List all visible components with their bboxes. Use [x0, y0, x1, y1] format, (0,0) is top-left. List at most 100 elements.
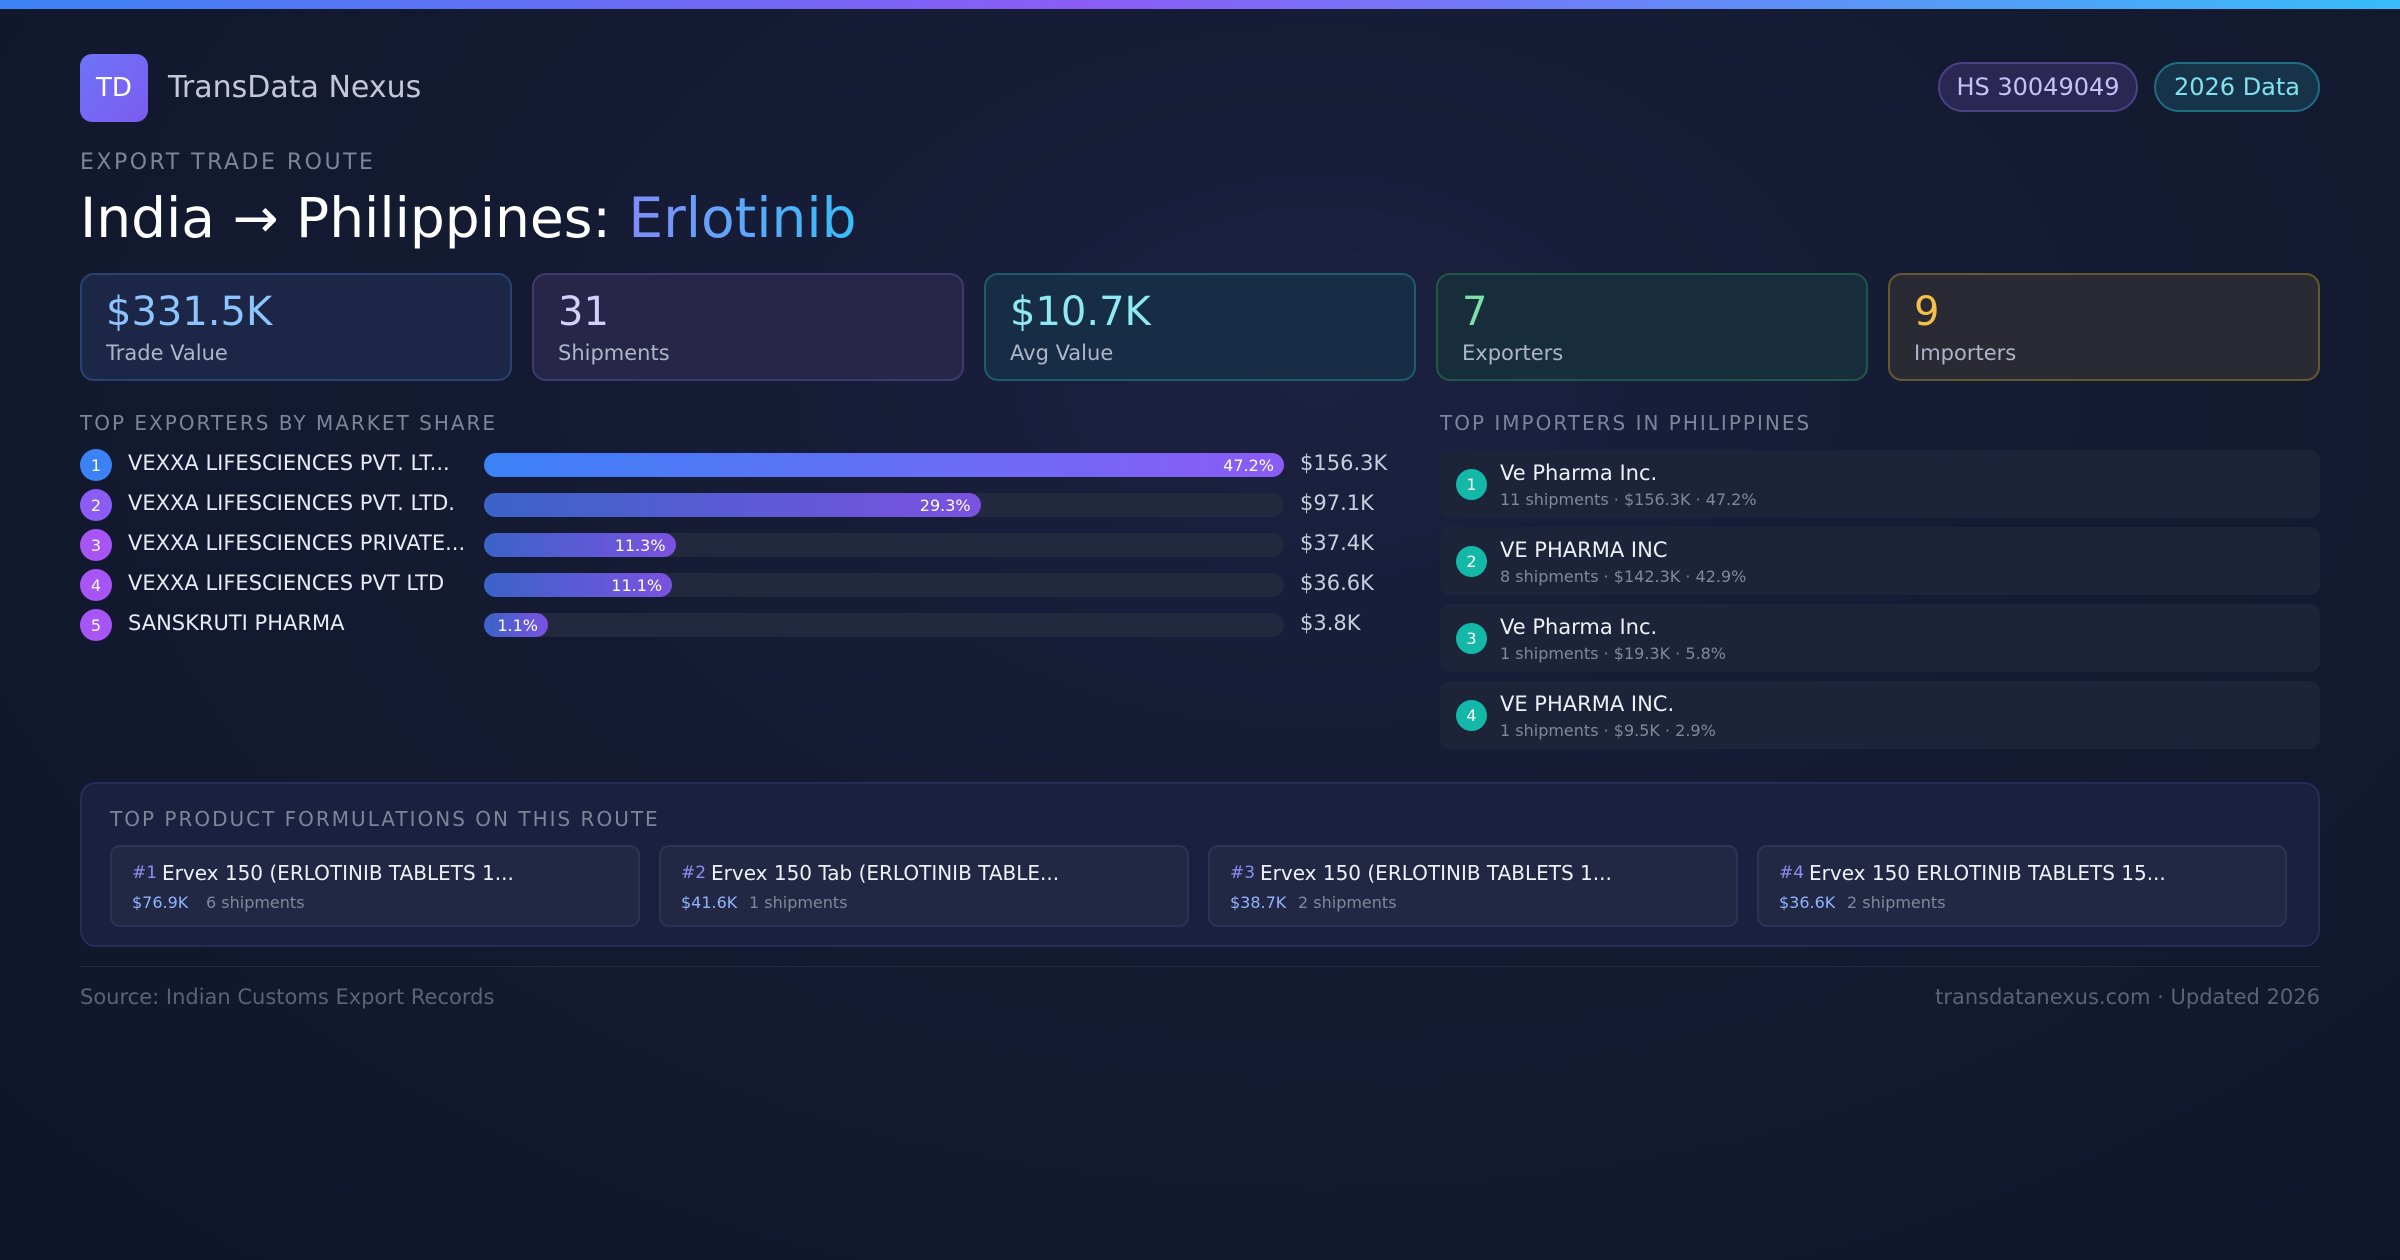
- product-value: $36.6K: [1779, 893, 1836, 912]
- kpi-label: Trade Value: [106, 341, 228, 365]
- importer-card[interactable]: 3 Ve Pharma Inc. 1 shipments · $19.3K · …: [1440, 604, 2320, 672]
- product-card[interactable]: #3 Ervex 150 (ERLOTINIB TABLETS 1... $38…: [1208, 845, 1738, 927]
- share-bar-track: 47.2%: [484, 453, 1284, 477]
- exporter-name: VEXXA LIFESCIENCES PVT. LT...: [128, 451, 450, 475]
- exporters-heading: TOP EXPORTERS BY MARKET SHARE: [80, 411, 498, 435]
- kpi-value: 31: [558, 289, 609, 335]
- product-value: $41.6K: [681, 893, 738, 912]
- data-year-badge: 2026 Data: [2154, 62, 2320, 112]
- rank-badge: 4: [1456, 700, 1487, 731]
- kpi-label: Exporters: [1462, 341, 1564, 365]
- title-route: India → Philippines:: [80, 186, 629, 250]
- importer-meta: 1 shipments · $9.5K · 2.9%: [1500, 721, 1716, 740]
- kpi-value: $331.5K: [106, 289, 273, 335]
- share-percent: 1.1%: [497, 616, 538, 635]
- product-rank: #2: [681, 863, 707, 883]
- kpi-label: Avg Value: [1010, 341, 1114, 365]
- share-percent: 29.3%: [919, 496, 971, 515]
- exporter-value: $3.8K: [1300, 611, 1361, 635]
- kpi-value: 7: [1462, 289, 1488, 335]
- share-bar-track: 11.1%: [484, 573, 1284, 597]
- share-bar-track: 29.3%: [484, 493, 1284, 517]
- route-eyebrow: EXPORT TRADE ROUTE: [80, 150, 376, 175]
- share-bar-fill: 29.3%: [484, 493, 981, 517]
- importers-heading: TOP IMPORTERS IN PHILIPPINES: [1440, 411, 1812, 435]
- kpi-label: Importers: [1914, 341, 2017, 365]
- brand-name: TransData Nexus: [168, 70, 422, 105]
- exporter-value: $37.4K: [1300, 531, 1374, 555]
- product-value: $38.7K: [1230, 893, 1287, 912]
- importer-card[interactable]: 1 Ve Pharma Inc. 11 shipments · $156.3K …: [1440, 450, 2320, 518]
- importer-name: Ve Pharma Inc.: [1500, 615, 1658, 639]
- share-bar-fill: 1.1%: [484, 613, 548, 637]
- kpi-trade-value: $331.5K Trade Value: [80, 273, 512, 381]
- product-name: Ervex 150 ERLOTINIB TABLETS 15...: [1809, 861, 2166, 885]
- exporter-row[interactable]: 3 VEXXA LIFESCIENCES PRIVATE... 11.3% $3…: [80, 529, 1390, 561]
- footer-updated[interactable]: transdatanexus.com · Updated 2026: [1935, 985, 2320, 1009]
- exporter-row[interactable]: 2 VEXXA LIFESCIENCES PVT. LTD. 29.3% $97…: [80, 489, 1390, 521]
- product-rank: #1: [132, 863, 158, 883]
- importer-meta: 11 shipments · $156.3K · 47.2%: [1500, 490, 1757, 509]
- footer-divider: [80, 966, 2320, 967]
- kpi-avg-value: $10.7K Avg Value: [984, 273, 1416, 381]
- exporter-value: $36.6K: [1300, 571, 1374, 595]
- share-percent: 11.1%: [611, 576, 663, 595]
- top-accent-bar: [0, 0, 2400, 9]
- exporter-value: $97.1K: [1300, 491, 1374, 515]
- product-card[interactable]: #4 Ervex 150 ERLOTINIB TABLETS 15... $36…: [1757, 845, 2287, 927]
- product-shipments: 2 shipments: [1847, 893, 1946, 912]
- kpi-label: Shipments: [558, 341, 670, 365]
- brand-logo: TD: [80, 54, 148, 122]
- product-rank: #4: [1779, 863, 1805, 883]
- kpi-value: $10.7K: [1010, 289, 1151, 335]
- product-shipments: 2 shipments: [1298, 893, 1397, 912]
- rank-badge: 4: [80, 569, 112, 601]
- product-name: Ervex 150 Tab (ERLOTINIB TABLE...: [711, 861, 1060, 885]
- rank-badge: 2: [1456, 546, 1487, 577]
- exporter-row[interactable]: 4 VEXXA LIFESCIENCES PVT LTD 11.1% $36.6…: [80, 569, 1390, 601]
- rank-badge: 2: [80, 489, 112, 521]
- importer-name: VE PHARMA INC.: [1500, 692, 1675, 716]
- share-percent: 11.3%: [614, 536, 666, 555]
- rank-badge: 1: [80, 449, 112, 481]
- share-bar-fill: 11.3%: [484, 533, 676, 557]
- exporter-name: VEXXA LIFESCIENCES PVT LTD: [128, 571, 445, 595]
- rank-badge: 3: [80, 529, 112, 561]
- rank-badge: 5: [80, 609, 112, 641]
- title-product: Erlotinib: [628, 186, 857, 250]
- share-bar-track: 1.1%: [484, 613, 1284, 637]
- product-card[interactable]: #2 Ervex 150 Tab (ERLOTINIB TABLE... $41…: [659, 845, 1189, 927]
- product-shipments: 6 shipments: [206, 893, 305, 912]
- product-name: Ervex 150 (ERLOTINIB TABLETS 1...: [162, 861, 514, 885]
- product-card[interactable]: #1 Ervex 150 (ERLOTINIB TABLETS 1... $76…: [110, 845, 640, 927]
- exporter-name: VEXXA LIFESCIENCES PVT. LTD.: [128, 491, 455, 515]
- hs-code-badge: HS 30049049: [1938, 62, 2138, 112]
- exporter-name: SANSKRUTI PHARMA: [128, 611, 345, 635]
- kpi-shipments: 31 Shipments: [532, 273, 964, 381]
- product-shipments: 1 shipments: [749, 893, 848, 912]
- share-bar-fill: 11.1%: [484, 573, 673, 597]
- share-bar-fill: 47.2%: [484, 453, 1284, 477]
- exporter-row[interactable]: 5 SANSKRUTI PHARMA 1.1% $3.8K: [80, 609, 1390, 641]
- rank-badge: 3: [1456, 623, 1487, 654]
- share-percent: 47.2%: [1223, 456, 1274, 475]
- product-value: $76.9K: [132, 893, 189, 912]
- rank-badge: 1: [1456, 469, 1487, 500]
- exporter-value: $156.3K: [1300, 451, 1388, 475]
- kpi-exporters: 7 Exporters: [1436, 273, 1868, 381]
- exporter-row[interactable]: 1 VEXXA LIFESCIENCES PVT. LT... 47.2% $1…: [80, 449, 1390, 481]
- kpi-importers: 9 Importers: [1888, 273, 2320, 381]
- kpi-value: 9: [1914, 289, 1940, 335]
- importer-meta: 8 shipments · $142.3K · 42.9%: [1500, 567, 1747, 586]
- share-bar-track: 11.3%: [484, 533, 1284, 557]
- footer-source: Source: Indian Customs Export Records: [80, 985, 495, 1009]
- importer-card[interactable]: 4 VE PHARMA INC. 1 shipments · $9.5K · 2…: [1440, 681, 2320, 749]
- importer-name: Ve Pharma Inc.: [1500, 461, 1658, 485]
- page-title: India → Philippines: Erlotinib: [80, 186, 857, 250]
- importer-meta: 1 shipments · $19.3K · 5.8%: [1500, 644, 1726, 663]
- products-heading: TOP PRODUCT FORMULATIONS ON THIS ROUTE: [110, 807, 660, 831]
- product-rank: #3: [1230, 863, 1256, 883]
- product-name: Ervex 150 (ERLOTINIB TABLETS 1...: [1260, 861, 1612, 885]
- exporter-name: VEXXA LIFESCIENCES PRIVATE...: [128, 531, 466, 555]
- importer-card[interactable]: 2 VE PHARMA INC 8 shipments · $142.3K · …: [1440, 527, 2320, 595]
